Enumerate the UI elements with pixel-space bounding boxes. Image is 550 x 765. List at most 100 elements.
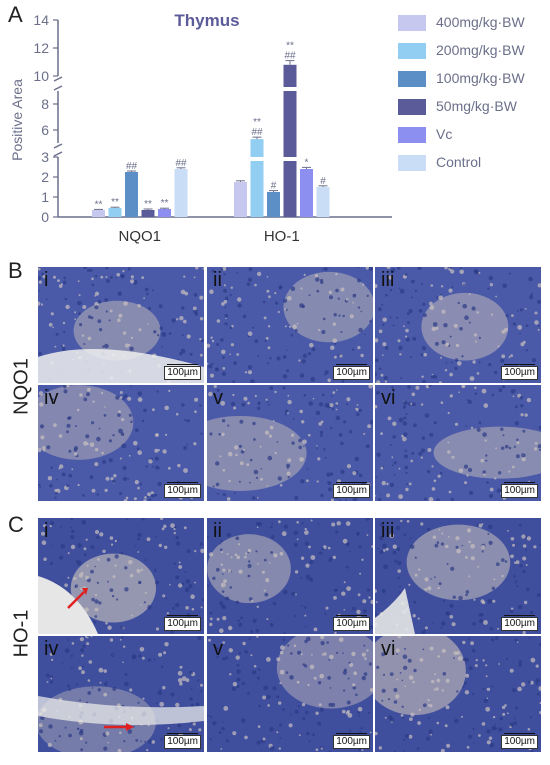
micrograph-numeral: iii: [381, 269, 395, 291]
scale-bar: 100µm: [164, 615, 201, 631]
legend-item: Control: [398, 152, 548, 174]
micrograph-ho1-iii: iii 100µm: [375, 518, 541, 634]
legend-label: 100mg/kg·BW: [436, 70, 525, 86]
y-tick-label: 14: [33, 12, 49, 28]
panel-letter-b: B: [8, 258, 23, 283]
significance-label: **: [286, 41, 294, 52]
micrograph-image: [207, 518, 373, 634]
significance-label: *: [305, 157, 309, 168]
micrograph-image: [375, 636, 541, 752]
y-tick-label: 8: [41, 96, 49, 112]
micrograph-ho1-i: i 100µm: [38, 518, 204, 634]
micrograph-numeral: i: [44, 520, 49, 542]
significance-label: **: [253, 117, 261, 128]
bar-nqo1-3: [141, 210, 155, 217]
bar-nqo1-1: [108, 208, 122, 217]
axis-break-mark: [53, 143, 63, 149]
legend-label: 400mg/kg·BW: [436, 14, 525, 30]
micrograph-image: [375, 267, 541, 383]
bar-ho-1-3: [283, 64, 297, 217]
axis-break-mark: [53, 151, 63, 157]
significance-label: **: [144, 199, 152, 210]
y-axis-label: Positive Area: [9, 79, 25, 161]
micrograph-image: [207, 267, 373, 383]
micrograph-image: [38, 636, 204, 752]
panel-letter-c: C: [8, 512, 24, 537]
x-category-label: NQO1: [118, 228, 161, 245]
micrograph-image: [207, 385, 373, 501]
bar-ho-1-2: [267, 192, 280, 217]
legend-item: 200mg/kg·BW: [398, 40, 548, 62]
significance-label: ##: [175, 158, 187, 169]
micrograph-numeral: vi: [381, 638, 396, 660]
legend-swatch: [398, 43, 426, 59]
micrograph-image: [375, 385, 541, 501]
scale-bar: 100µm: [333, 364, 370, 380]
legend-item: 50mg/kg·BW: [398, 96, 548, 118]
axis-break-mark: [53, 76, 63, 82]
legend-item: 100mg/kg·BW: [398, 68, 548, 90]
micrograph-numeral: i: [44, 269, 49, 291]
legend-swatch: [398, 99, 426, 115]
y-tick-label: 1: [41, 189, 49, 205]
significance-label: **: [161, 198, 169, 209]
y-tick-label: 6: [41, 122, 49, 138]
significance-label: **: [111, 197, 119, 208]
significance-label: ##: [284, 51, 296, 62]
micrograph-image: [38, 385, 204, 501]
micrograph-nqo1-iv: iv 100µm: [38, 385, 204, 501]
micrograph-ho1-ii: ii 100µm: [207, 518, 373, 634]
scale-bar: 100µm: [333, 482, 370, 498]
legend-swatch: [398, 71, 426, 87]
row-label-nqo1: NQO1: [10, 358, 33, 415]
significance-label: **: [95, 199, 103, 210]
axis-break-mark: [53, 85, 63, 91]
significance-label: #: [271, 181, 277, 192]
significance-label: ##: [251, 127, 263, 138]
scale-bar: 100µm: [164, 364, 201, 380]
y-tick-label: 10: [33, 68, 49, 84]
scale-bar: 100µm: [164, 733, 201, 749]
legend-swatch: [398, 127, 426, 143]
scale-bar: 100µm: [501, 615, 538, 631]
x-category-label: HO-1: [264, 228, 300, 245]
scale-bar: 100µm: [333, 615, 370, 631]
micrograph-ho1-iv: iv 100µm: [38, 636, 204, 752]
legend-label: Control: [436, 154, 482, 170]
bar-ho-1-4: [300, 169, 313, 217]
significance-label: #: [320, 176, 326, 187]
significance-label: ##: [126, 161, 138, 172]
micrograph-nqo1-iii: iii 100µm: [375, 267, 541, 383]
micrograph-numeral: vi: [381, 387, 396, 409]
y-tick-label: 3: [41, 149, 49, 165]
micrograph-numeral: iv: [44, 638, 59, 660]
panel-letter-a: A: [8, 2, 23, 27]
scale-bar: 100µm: [501, 482, 538, 498]
micrograph-ho1-vi: vi 100µm: [375, 636, 541, 752]
chart-title: Thymus: [174, 11, 239, 30]
bar-ho-1-0: [234, 182, 247, 217]
micrograph-ho1-v: v 100µm: [207, 636, 373, 752]
micrograph-image: [38, 518, 204, 634]
micrograph-numeral: ii: [213, 520, 222, 542]
scale-bar: 100µm: [164, 482, 201, 498]
y-tick-label: 12: [33, 40, 49, 56]
micrograph-image: [207, 636, 373, 752]
chart-legend: 400mg/kg·BW 200mg/kg·BW 100mg/kg·BW 50mg/kg…: [398, 12, 548, 180]
bar-break-gap: [282, 87, 298, 91]
bar-ho-1-5: [316, 187, 330, 217]
legend-label: 200mg/kg·BW: [436, 42, 525, 58]
bar-nqo1-5: [174, 169, 188, 217]
micrograph-nqo1-vi: vi 100µm: [375, 385, 541, 501]
legend-item: 400mg/kg·BW: [398, 12, 548, 34]
bar-ho-1-1: [250, 139, 264, 217]
bar-break-gap: [282, 157, 298, 161]
bar-nqo1-2: [125, 172, 138, 217]
micrograph-nqo1-v: v 100µm: [207, 385, 373, 501]
bar-nqo1-4: [158, 209, 171, 217]
micrograph-numeral: iii: [381, 520, 395, 542]
legend-label: 50mg/kg·BW: [436, 98, 517, 114]
scale-bar: 100µm: [501, 733, 538, 749]
micrograph-numeral: iv: [44, 387, 59, 409]
